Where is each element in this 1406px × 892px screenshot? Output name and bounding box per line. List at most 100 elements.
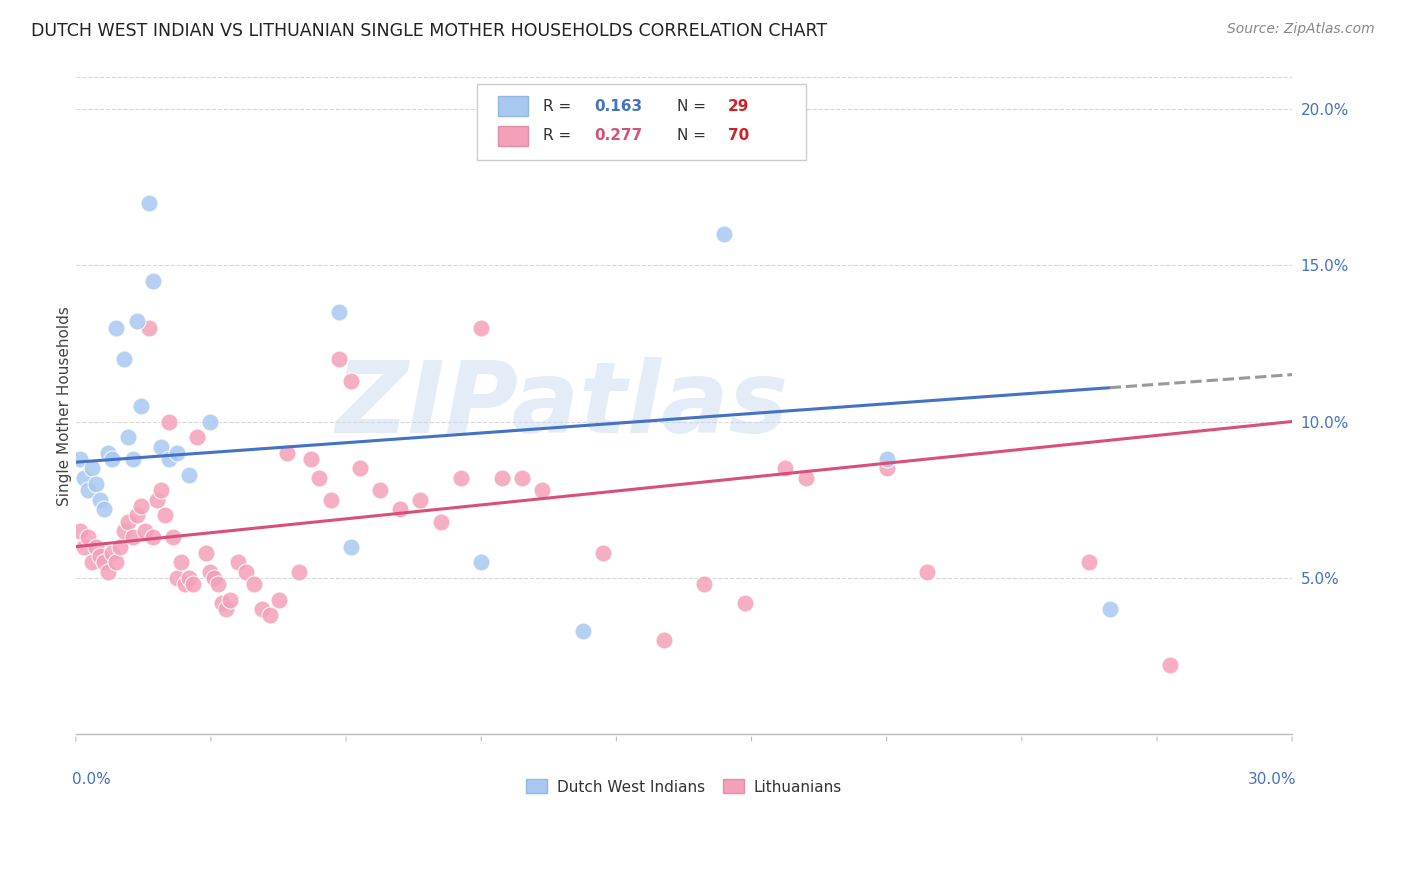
Point (157, 415, 180, 429)
Point (349, 461, 371, 475)
Point (179, 571, 201, 585)
Text: 0.0%: 0.0% (72, 772, 111, 787)
Point (93, 502, 115, 516)
Text: 0.163: 0.163 (593, 99, 643, 114)
Point (142, 530, 165, 544)
Point (129, 499, 152, 513)
Point (652, 633, 675, 648)
Point (89, 549, 111, 563)
Point (1078, 555, 1101, 569)
Point (170, 555, 193, 569)
Point (134, 524, 156, 538)
Point (470, 320, 492, 334)
FancyBboxPatch shape (498, 96, 529, 116)
Point (328, 351, 350, 366)
Point (121, 452, 143, 467)
Point (125, 314, 148, 328)
Point (308, 471, 330, 485)
FancyBboxPatch shape (498, 126, 529, 145)
Point (571, 624, 593, 638)
Point (125, 508, 148, 523)
Point (491, 471, 513, 485)
Point (194, 546, 217, 560)
Point (80, 555, 103, 569)
Point (77, 483, 100, 498)
Y-axis label: Single Mother Households: Single Mother Households (58, 306, 72, 506)
Point (409, 492, 432, 507)
Point (146, 492, 169, 507)
Point (198, 565, 221, 579)
Point (77, 530, 100, 544)
Point (340, 540, 363, 554)
Point (450, 471, 472, 485)
Point (97, 565, 120, 579)
Point (202, 571, 225, 585)
Point (389, 502, 412, 516)
Legend: Dutch West Indians, Lithuanians: Dutch West Indians, Lithuanians (519, 772, 849, 802)
Point (876, 461, 898, 475)
Text: Source: ZipAtlas.com: Source: ZipAtlas.com (1227, 22, 1375, 37)
Point (162, 530, 184, 544)
Point (149, 440, 172, 454)
Point (80, 461, 103, 475)
Point (429, 515, 451, 529)
Point (211, 596, 233, 610)
Point (734, 596, 756, 610)
Text: DUTCH WEST INDIAN VS LITHUANIAN SINGLE MOTHER HOUSEHOLDS CORRELATION CHART: DUTCH WEST INDIAN VS LITHUANIAN SINGLE M… (31, 22, 827, 40)
Point (153, 508, 176, 523)
Text: N =: N = (676, 99, 710, 114)
Point (157, 452, 180, 467)
Point (1098, 602, 1121, 616)
Point (101, 546, 124, 560)
Point (226, 555, 249, 569)
Point (105, 320, 128, 334)
Point (129, 399, 152, 413)
Point (138, 195, 160, 210)
Point (69, 452, 91, 467)
Point (174, 577, 197, 591)
Point (299, 452, 322, 467)
Point (510, 471, 533, 485)
Point (69, 524, 91, 538)
Text: 70: 70 (728, 128, 749, 144)
Point (89, 492, 111, 507)
Point (243, 577, 266, 591)
Point (592, 546, 614, 560)
Point (84, 477, 107, 491)
Point (149, 483, 172, 498)
Point (876, 452, 898, 467)
Point (166, 571, 188, 585)
Point (183, 577, 205, 591)
Point (259, 608, 281, 623)
Point (321, 492, 343, 507)
Point (288, 565, 311, 579)
Point (215, 602, 238, 616)
Point (235, 565, 257, 579)
Point (97, 446, 120, 460)
Point (713, 227, 735, 241)
Point (93, 555, 115, 569)
Point (915, 565, 938, 579)
Point (207, 577, 229, 591)
Point (117, 430, 139, 444)
Text: R =: R = (543, 99, 576, 114)
Text: 29: 29 (728, 99, 749, 114)
Text: R =: R = (543, 128, 576, 144)
Text: 30.0%: 30.0% (1247, 772, 1296, 787)
Point (138, 320, 160, 334)
Point (794, 471, 817, 485)
Point (142, 274, 165, 288)
Point (1159, 658, 1181, 673)
Text: ZIPatlas: ZIPatlas (336, 358, 789, 454)
Point (121, 530, 143, 544)
Text: 0.277: 0.277 (593, 128, 643, 144)
Point (470, 555, 492, 569)
Point (186, 430, 208, 444)
Point (276, 446, 298, 460)
Point (73, 540, 96, 554)
Point (166, 446, 188, 460)
Text: N =: N = (676, 128, 710, 144)
Point (179, 467, 201, 482)
Point (252, 602, 274, 616)
Point (775, 461, 797, 475)
